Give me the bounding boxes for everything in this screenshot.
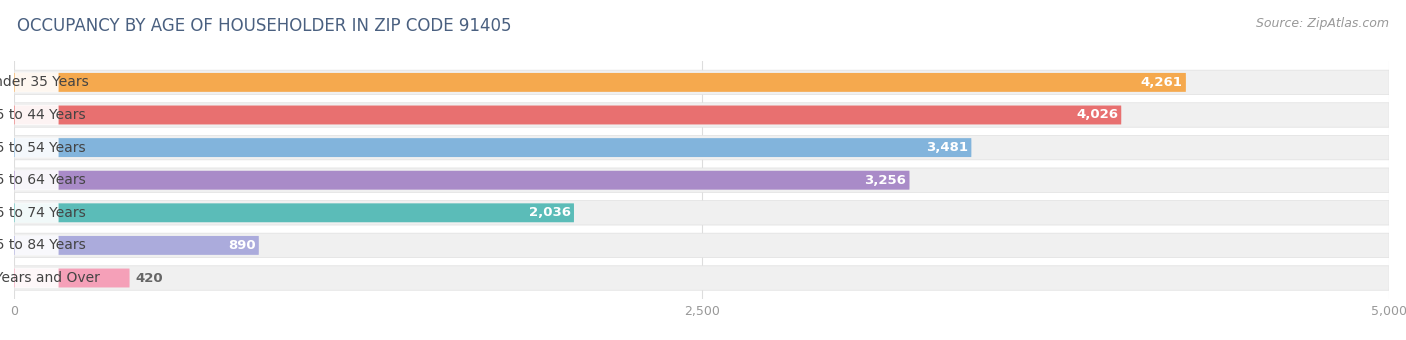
FancyBboxPatch shape (14, 103, 1389, 127)
Text: 85 Years and Over: 85 Years and Over (0, 271, 100, 285)
FancyBboxPatch shape (14, 70, 1389, 95)
Text: 4,026: 4,026 (1076, 108, 1118, 121)
Text: 45 to 54 Years: 45 to 54 Years (0, 141, 86, 155)
FancyBboxPatch shape (14, 105, 59, 125)
FancyBboxPatch shape (14, 170, 59, 190)
FancyBboxPatch shape (14, 135, 1389, 160)
FancyBboxPatch shape (14, 168, 1389, 192)
Text: 4,261: 4,261 (1140, 76, 1182, 89)
FancyBboxPatch shape (14, 73, 1185, 92)
Text: OCCUPANCY BY AGE OF HOUSEHOLDER IN ZIP CODE 91405: OCCUPANCY BY AGE OF HOUSEHOLDER IN ZIP C… (17, 17, 512, 35)
Text: 55 to 64 Years: 55 to 64 Years (0, 173, 86, 187)
Text: 3,256: 3,256 (865, 174, 907, 187)
FancyBboxPatch shape (14, 171, 910, 190)
FancyBboxPatch shape (14, 138, 59, 158)
FancyBboxPatch shape (14, 201, 1389, 225)
Text: Under 35 Years: Under 35 Years (0, 75, 89, 89)
FancyBboxPatch shape (14, 105, 1121, 124)
Text: 75 to 84 Years: 75 to 84 Years (0, 238, 86, 252)
Text: 35 to 44 Years: 35 to 44 Years (0, 108, 86, 122)
FancyBboxPatch shape (14, 72, 59, 92)
Text: 890: 890 (228, 239, 256, 252)
FancyBboxPatch shape (14, 269, 129, 287)
Text: Source: ZipAtlas.com: Source: ZipAtlas.com (1256, 17, 1389, 30)
FancyBboxPatch shape (14, 266, 1389, 290)
FancyBboxPatch shape (14, 203, 59, 223)
Text: 420: 420 (135, 272, 163, 285)
Text: 2,036: 2,036 (529, 206, 571, 219)
FancyBboxPatch shape (14, 268, 59, 288)
FancyBboxPatch shape (14, 236, 259, 255)
FancyBboxPatch shape (14, 203, 574, 222)
Text: 65 to 74 Years: 65 to 74 Years (0, 206, 86, 220)
FancyBboxPatch shape (14, 235, 59, 255)
FancyBboxPatch shape (14, 233, 1389, 258)
Text: 3,481: 3,481 (927, 141, 969, 154)
FancyBboxPatch shape (14, 138, 972, 157)
